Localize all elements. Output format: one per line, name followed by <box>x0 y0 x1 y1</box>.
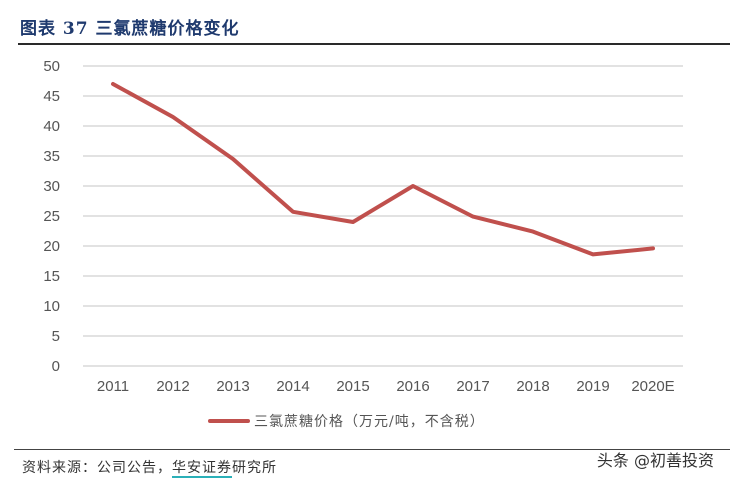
y-tick-label: 30 <box>43 178 60 195</box>
y-tick-label: 5 <box>52 328 60 345</box>
legend: 三氯蔗糖价格（万元/吨，不含税） <box>208 411 485 431</box>
y-tick-label: 45 <box>43 88 60 105</box>
source-prefix: 资料来源：公司公告， <box>22 460 172 476</box>
x-tick-label: 2017 <box>456 378 489 395</box>
y-tick-label: 35 <box>43 148 60 165</box>
y-tick-label: 0 <box>52 358 60 375</box>
y-tick-label: 25 <box>43 208 60 225</box>
source-suffix: 研究所 <box>232 460 277 476</box>
x-tick-label: 2011 <box>97 378 129 395</box>
source-divider <box>14 449 730 450</box>
series-line <box>111 82 655 257</box>
gridlines <box>83 65 683 367</box>
y-tick-label: 10 <box>43 298 60 315</box>
title-divider <box>18 43 730 45</box>
y-tick-label: 40 <box>43 118 60 135</box>
x-tick-label: 2014 <box>276 378 309 395</box>
x-axis-ticks: 2011 2012 2013 2014 2015 2016 2017 2018 2019 2020… <box>97 378 675 395</box>
y-axis-ticks: 0 5 10 15 20 25 30 35 40 45 50 <box>43 58 60 375</box>
x-tick-label: 2012 <box>156 378 189 395</box>
x-tick-label: 2019 <box>576 378 609 395</box>
y-tick-label: 20 <box>43 238 60 255</box>
x-tick-label: 2020E <box>631 378 674 395</box>
y-tick-label: 15 <box>43 268 60 285</box>
legend-label: 三氯蔗糖价格（万元/吨，不含税） <box>254 414 485 430</box>
x-tick-label: 2013 <box>216 378 249 395</box>
x-tick-label: 2016 <box>396 378 429 395</box>
source-note: 资料来源：公司公告，华安证券研究所 <box>22 457 277 478</box>
x-tick-label: 2015 <box>336 378 369 395</box>
x-tick-label: 2018 <box>516 378 549 395</box>
legend-swatch <box>208 419 250 423</box>
y-tick-label: 50 <box>43 58 60 75</box>
chart-title: 图表 37 三氯蔗糖价格变化 <box>20 19 240 39</box>
source-highlight: 华安证券 <box>172 460 232 478</box>
watermark: 头条 @初善投资 <box>596 451 714 470</box>
